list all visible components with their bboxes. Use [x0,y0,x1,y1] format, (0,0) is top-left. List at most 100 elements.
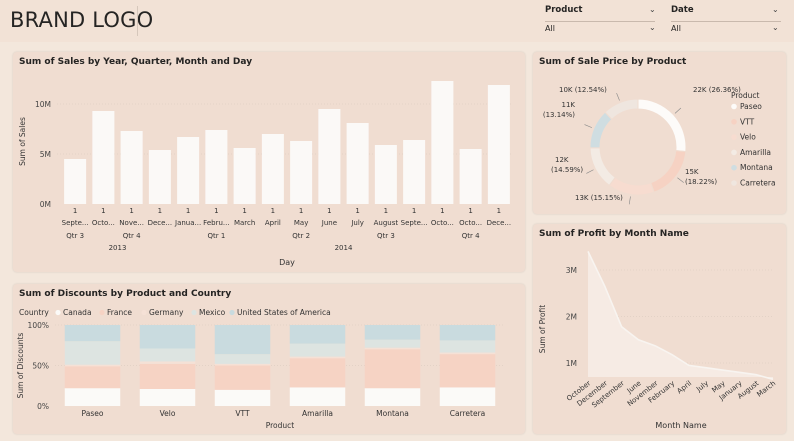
month-label: Febru... [203,219,229,227]
legend-label: Carretera [740,179,776,188]
discount-segment[interactable] [289,358,346,388]
sales-chart-card[interactable]: Sum of Sales by Year, Quarter, Month and… [13,52,525,272]
donut-slice[interactable] [650,150,687,193]
sales-bar[interactable] [487,85,510,204]
discount-segment[interactable] [439,325,496,341]
sales-bar[interactable] [92,111,115,204]
discount-segment[interactable] [64,325,121,342]
donut-slice[interactable] [589,147,616,187]
sales-bar[interactable] [318,109,341,204]
sale-price-donut-chart[interactable]: 22K (26.36%) 15K (18.22%) 13K (15.15%) 12K (1… [533,52,786,214]
discount-segment[interactable] [139,325,196,349]
data-label: (14.59%) [551,166,583,174]
y-tick-label: 1M [566,359,577,368]
sales-bar[interactable] [459,149,482,204]
month-label: Septe... [62,219,89,227]
discount-segment[interactable] [139,361,196,364]
day-label: 1 [242,207,246,215]
month-label: July [350,219,364,227]
discount-segment[interactable] [364,349,421,389]
day-label: 1 [101,207,105,215]
discount-segment[interactable] [439,387,496,406]
discount-segment[interactable] [214,325,271,355]
donut-slice[interactable] [604,98,639,121]
sales-bar[interactable] [120,131,143,204]
y-axis-title: Sum of Profit [538,305,547,353]
sales-bar[interactable] [261,134,284,204]
leader-line [586,169,594,174]
discount-segment[interactable] [289,387,346,406]
donut-slice[interactable] [608,176,655,196]
discount-segment[interactable] [64,364,121,367]
day-label: 1 [73,207,77,215]
year-label: 2014 [335,244,353,252]
discount-segment[interactable] [364,325,421,340]
chevron-down-icon[interactable]: ⌄ [772,5,779,14]
month-label: March [234,219,255,227]
sale-price-chart-title: Sum of Sale Price by Product [539,57,687,67]
data-label: 10K (12.54%) [559,86,607,94]
sales-chart-title: Sum of Sales by Year, Quarter, Month and… [19,57,253,67]
sales-bar[interactable] [205,130,228,204]
y-tick-label: 0% [37,402,49,411]
month-label: March [755,379,777,398]
sales-bar[interactable] [374,145,397,204]
date-slicer-value[interactable]: All [671,24,681,33]
discount-segment[interactable] [139,388,196,406]
discount-segment[interactable] [439,352,496,355]
month-label: Octo... [459,219,482,227]
discount-segment[interactable] [289,343,346,357]
sales-bar[interactable] [148,150,171,204]
chevron-down-icon[interactable]: ⌄ [772,23,779,32]
discount-segment[interactable] [364,347,421,350]
sales-chart[interactable]: 0M 5M 10M Sum of Sales 1 Septe... 1 Octo... 1 Nov… [13,52,525,272]
discount-segment[interactable] [364,339,421,348]
discount-segment[interactable] [364,388,421,406]
discount-segment[interactable] [214,365,271,390]
product-slicer-value[interactable]: All [545,24,555,33]
discount-segment[interactable] [139,363,196,389]
legend-label: Germany [149,308,184,317]
quarter-label: Qtr 4 [462,232,480,240]
month-label: June [321,219,337,227]
donut-slice[interactable] [637,98,687,153]
discount-segment[interactable] [439,354,496,388]
quarter-label: Qtr 3 [66,232,84,240]
donut-slice[interactable] [589,111,613,149]
discount-segment[interactable] [439,340,496,353]
discount-segment[interactable] [64,341,121,365]
y-tick-label: 10M [35,100,51,109]
leader-line [584,124,593,128]
discount-segment[interactable] [214,389,271,406]
sales-bar[interactable] [403,140,426,204]
data-label: 13K (15.15%) [575,194,623,202]
discount-segment[interactable] [214,354,271,364]
discount-segment[interactable] [214,363,271,366]
quarter-label: Qtr 3 [377,232,395,240]
discount-segment[interactable] [289,356,346,359]
profit-chart-card[interactable]: Sum of Profit by Month Name 1M 2M 3M Sum of… [533,224,786,434]
chevron-down-icon[interactable]: ⌄ [649,5,656,14]
discounts-stacked-chart[interactable]: Country Canada France Germany Mexico United S… [13,284,525,434]
month-label: April [265,219,281,227]
sales-bar[interactable] [64,159,87,204]
category-label: Montana [376,409,409,418]
sales-bar[interactable] [431,81,454,204]
sales-bar[interactable] [290,141,313,204]
discount-segment[interactable] [139,348,196,362]
sale-price-chart-card[interactable]: Sum of Sale Price by Product 22K (26.36%… [533,52,786,214]
day-label: 1 [355,207,359,215]
discount-segment[interactable] [289,325,346,344]
discount-segment[interactable] [64,388,121,406]
sales-bar[interactable] [177,137,200,204]
discount-segment[interactable] [64,366,121,389]
product-slicer-label: Product [545,5,583,15]
discounts-chart-card[interactable]: Sum of Discounts by Product and Country … [13,284,525,434]
month-label: Nove... [119,219,144,227]
day-label: 1 [299,207,303,215]
sales-bar[interactable] [233,148,256,204]
chevron-down-icon[interactable]: ⌄ [649,23,656,32]
y-tick-label: 2M [566,313,577,322]
sales-bar[interactable] [346,123,369,204]
